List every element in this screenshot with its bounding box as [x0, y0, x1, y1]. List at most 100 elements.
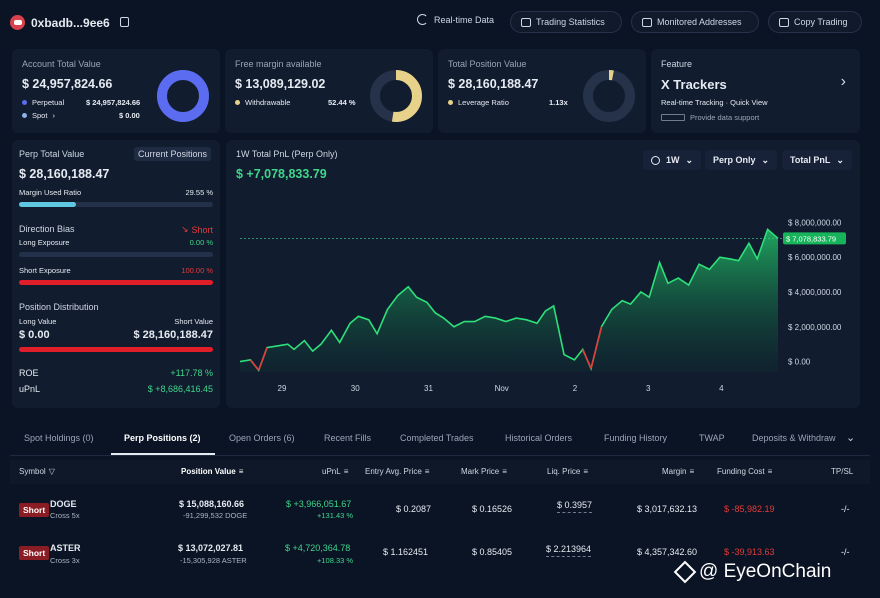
trading-statistics-label: Trading Statistics: [536, 17, 605, 27]
col-position-value-label: Position Value: [181, 467, 236, 476]
metric-dropdown[interactable]: Total PnL ⌄: [782, 150, 852, 170]
filter-dropdown[interactable]: Perp Only ⌄: [705, 150, 778, 170]
x-tick-label: 30: [351, 384, 360, 393]
account-total-card: Account Total Value $ 24,957,824.66 Perp…: [12, 49, 220, 133]
period-label: 1W: [666, 155, 680, 165]
copy-trading-label: Copy Trading: [794, 17, 848, 27]
tab-perp-positions[interactable]: Perp Positions (2): [124, 433, 201, 443]
x-tick-label: 29: [278, 384, 287, 393]
roe-label: ROE: [19, 368, 39, 378]
col-liq-price[interactable]: Liq. Price ≡: [547, 467, 588, 476]
leverage-type: Cross 3x: [50, 556, 80, 565]
symbol-name[interactable]: DOGE: [50, 499, 77, 509]
watermark: @ EyeOnChain: [673, 560, 832, 584]
tab-completed-trades[interactable]: Completed Trades: [400, 433, 474, 443]
x-tick-label: Nov: [495, 384, 509, 393]
free-margin-value: $ 13,089,129.02: [235, 77, 326, 91]
current-positions-tag[interactable]: Current Positions: [134, 147, 212, 161]
sort-icon: ≡: [502, 467, 507, 476]
period-dropdown[interactable]: 1W ⌄: [643, 150, 702, 170]
col-position-value[interactable]: Position Value ≡: [181, 467, 243, 476]
perpetual-label: Perpetual: [32, 98, 65, 107]
sort-icon: ≡: [343, 467, 349, 476]
monitor-icon: [642, 17, 652, 27]
perp-title: Perp Total Value: [19, 149, 85, 159]
spot-value: $ 0.00: [119, 111, 140, 120]
position-size: -15,305,928 ASTER: [180, 556, 247, 565]
tab-deposits-withdraw[interactable]: Deposits & Withdraw: [752, 433, 836, 443]
avatar-icon: [13, 20, 22, 25]
x-tick-label: 31: [424, 384, 433, 393]
col-tpsl: TP/SL: [831, 467, 854, 476]
tab-open-orders[interactable]: Open Orders (6): [229, 433, 295, 443]
withdrawable-row: Withdrawable: [235, 98, 290, 107]
short-exposure-label: Short Exposure: [19, 266, 71, 275]
avatar[interactable]: [10, 15, 25, 30]
leverage-row: Leverage Ratio: [448, 98, 509, 107]
chevron-down-icon: ⌄: [761, 154, 770, 165]
x-tick-label: 2: [573, 384, 578, 393]
leverage-donut: [583, 70, 635, 122]
col-funding-cost[interactable]: Funding Cost ≡: [717, 467, 772, 476]
long-exposure-bar: [19, 252, 213, 257]
long-exposure-value: 0.00 %: [189, 238, 213, 247]
chevron-right-icon[interactable]: ›: [840, 73, 846, 90]
tab-historical-orders[interactable]: Historical Orders: [505, 433, 573, 443]
copy-trading-button[interactable]: Copy Trading: [768, 11, 862, 33]
copy-icon[interactable]: [120, 17, 129, 27]
symbol-name[interactable]: ASTER: [50, 543, 81, 553]
chevron-down-icon[interactable]: ⌄: [846, 432, 856, 444]
feature-card[interactable]: Feature X Trackers Real-time Tracking · …: [651, 49, 860, 133]
tab-twap[interactable]: TWAP: [699, 433, 725, 443]
monitored-addresses-label: Monitored Addresses: [657, 17, 742, 27]
metric-label: Total PnL: [790, 155, 831, 165]
short-value: $ 28,160,188.47: [133, 329, 213, 341]
entry-price: $ 1.162451: [383, 547, 429, 557]
side-badge: Short: [19, 503, 50, 517]
col-entry-price[interactable]: Entry Avg. Price ≡: [365, 467, 429, 476]
sort-icon: ≡: [583, 467, 589, 476]
col-symbol[interactable]: Symbol ▽: [19, 467, 55, 476]
provider-logo-icon: [661, 114, 685, 121]
tab-spot-holdings[interactable]: Spot Holdings (0): [24, 433, 94, 443]
y-tick-label: $ 2,000,000.00: [788, 323, 842, 332]
sort-icon: ≡: [767, 467, 773, 476]
x-tick-label: 3: [646, 384, 651, 393]
watermark-text: @ EyeOnChain: [699, 561, 832, 582]
liq-price: $ 0.3957: [557, 500, 593, 513]
mark-price: $ 0.16526: [472, 504, 513, 514]
margin-value: $ 4,357,342.60: [637, 547, 698, 557]
total-position-value: $ 28,160,188.47: [448, 77, 539, 91]
chevron-down-icon: ⌄: [836, 154, 844, 165]
y-tick-label: $ 8,000,000.00: [788, 218, 842, 227]
wallet-address: 0xbadb...9ee6: [31, 16, 110, 30]
account-donut: [157, 70, 209, 122]
margin-value: $ 3,017,632.13: [637, 504, 698, 514]
spot-row[interactable]: Spot ›: [22, 111, 55, 120]
realtime-data-label: Real-time Data: [434, 14, 495, 25]
perpetual-row: Perpetual: [22, 98, 64, 107]
monitored-addresses-button[interactable]: Monitored Addresses: [631, 11, 759, 33]
refresh-icon: [417, 14, 428, 25]
perp-total-value: $ 28,160,188.47: [19, 167, 110, 181]
col-upnl[interactable]: uPnL ≡: [322, 467, 348, 476]
tabs-divider: [10, 455, 870, 456]
tab-recent-fills[interactable]: Recent Fills: [324, 433, 372, 443]
sort-icon: ≡: [424, 467, 430, 476]
pnl-negative-segment: [582, 349, 592, 369]
col-mark-price[interactable]: Mark Price ≡: [461, 467, 507, 476]
tpsl-value[interactable]: -/-: [841, 504, 850, 514]
realtime-data-button[interactable]: Real-time Data: [417, 14, 494, 25]
tpsl-value[interactable]: -/-: [841, 547, 850, 557]
roe-value: +117.78 %: [170, 368, 213, 378]
copy-trading-icon: [779, 17, 789, 27]
trading-statistics-button[interactable]: Trading Statistics: [510, 11, 622, 33]
withdrawable-dot: [235, 100, 240, 105]
sort-icon: ≡: [238, 467, 244, 476]
account-total-value: $ 24,957,824.66: [22, 77, 113, 91]
col-margin[interactable]: Margin ≡: [662, 467, 694, 476]
spot-label: Spot: [32, 111, 48, 120]
entry-price: $ 0.2087: [396, 504, 432, 514]
liq-price: $ 2.213964: [546, 544, 592, 557]
tab-funding-history[interactable]: Funding History: [604, 433, 668, 443]
